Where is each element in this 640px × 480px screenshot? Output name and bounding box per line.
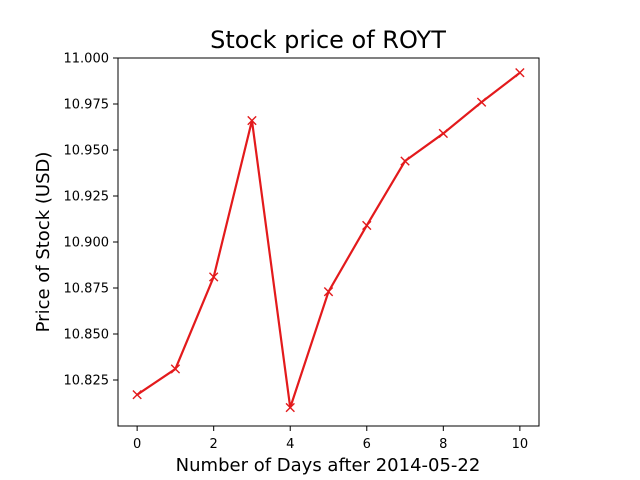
y-tick-label: 10.850: [64, 328, 110, 343]
y-axis-label: Price of Stock (USD): [33, 152, 54, 333]
y-tick-label: 10.875: [64, 282, 110, 297]
marker-stroke-b: [515, 68, 525, 78]
marker-stroke-b: [247, 115, 257, 126]
data-point-marker: [323, 286, 334, 297]
marker-stroke-b: [170, 364, 181, 374]
marker-stroke-b: [323, 286, 334, 297]
x-tick-label: 4: [286, 437, 294, 452]
chart-title: Stock price of ROYT: [210, 26, 446, 54]
x-tick-label: 2: [210, 437, 218, 452]
x-tick-label: 10: [512, 437, 529, 452]
x-axis-label: Number of Days after 2014-05-22: [176, 455, 481, 476]
x-axis: 0 2 4 6 8 10: [133, 426, 528, 452]
data-point-marker: [247, 115, 257, 126]
data-point-marker: [170, 364, 181, 374]
y-tick-label: 10.975: [64, 98, 110, 113]
y-tick-label: 11.000: [64, 52, 110, 67]
y-tick-label: 10.950: [64, 144, 110, 159]
plot-frame: [117, 57, 540, 427]
x-tick-label: 8: [439, 437, 447, 452]
y-axis: 10.825 10.850 10.875 10.900 10.925 10.950 10.9…: [64, 52, 118, 389]
y-tick-label: 10.925: [64, 190, 110, 205]
marker-stroke-b: [438, 128, 449, 139]
data-point-marker: [438, 128, 449, 139]
marker-stroke-b: [285, 402, 295, 413]
marker-stroke-b: [208, 272, 219, 282]
data-point-marker: [476, 97, 487, 107]
series-layer: [132, 68, 525, 413]
data-point-marker: [362, 220, 372, 231]
marker-stroke-b: [476, 97, 487, 107]
marker-stroke-b: [400, 156, 410, 166]
data-point-marker: [285, 402, 295, 413]
y-tick-label: 10.825: [64, 374, 110, 389]
data-point-marker: [400, 156, 410, 166]
data-point-marker: [132, 390, 142, 400]
marker-stroke-b: [362, 220, 372, 231]
marker-stroke-b: [132, 390, 142, 400]
x-tick-label: 0: [133, 437, 141, 452]
x-tick-label: 6: [363, 437, 371, 452]
data-point-marker: [208, 272, 219, 282]
y-tick-label: 10.900: [64, 236, 110, 251]
series-line: [136, 71, 521, 408]
data-point-marker: [515, 68, 525, 78]
